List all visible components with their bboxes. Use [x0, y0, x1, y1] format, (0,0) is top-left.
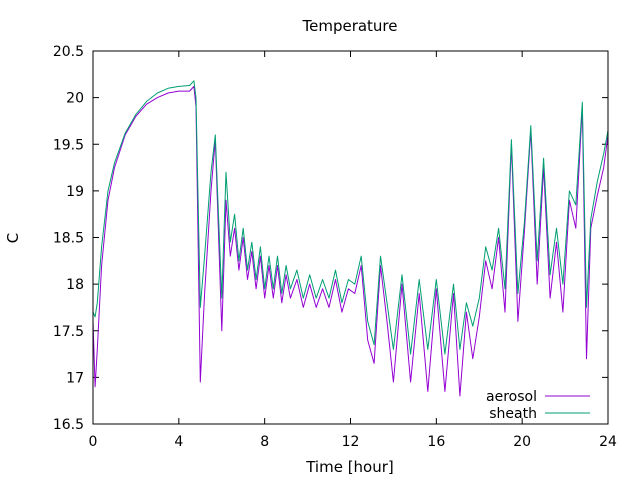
y-tick-label: 16.5: [53, 417, 84, 433]
legend-label-aerosol: aerosol: [486, 389, 537, 405]
x-tick-label: 0: [89, 434, 98, 450]
y-tick-label: 19.5: [53, 137, 84, 153]
chart-title: Temperature: [301, 17, 397, 35]
y-tick-label: 18.5: [53, 231, 84, 247]
x-tick-label: 12: [342, 434, 360, 450]
x-tick-label: 24: [599, 434, 617, 450]
x-tick-label: 16: [427, 434, 445, 450]
y-tick-label: 18: [66, 277, 84, 293]
legend-label-sheath: sheath: [489, 406, 537, 422]
y-axis-title: C: [4, 233, 22, 243]
plot-frame: [92, 50, 609, 425]
y-tick-label: 20.5: [53, 44, 84, 60]
series-line-sheath: [92, 80, 609, 355]
x-tick-label: 20: [513, 434, 531, 450]
y-tick-label: 17.5: [53, 324, 84, 340]
y-tick-label: 20: [66, 91, 84, 107]
x-tick-label: 8: [260, 434, 269, 450]
y-tick-label: 19: [66, 184, 84, 200]
y-tick-label: 17: [66, 370, 84, 386]
plot-series: [92, 80, 609, 397]
x-axis-title: Time [hour]: [305, 458, 394, 476]
x-tick-label: 4: [174, 434, 183, 450]
